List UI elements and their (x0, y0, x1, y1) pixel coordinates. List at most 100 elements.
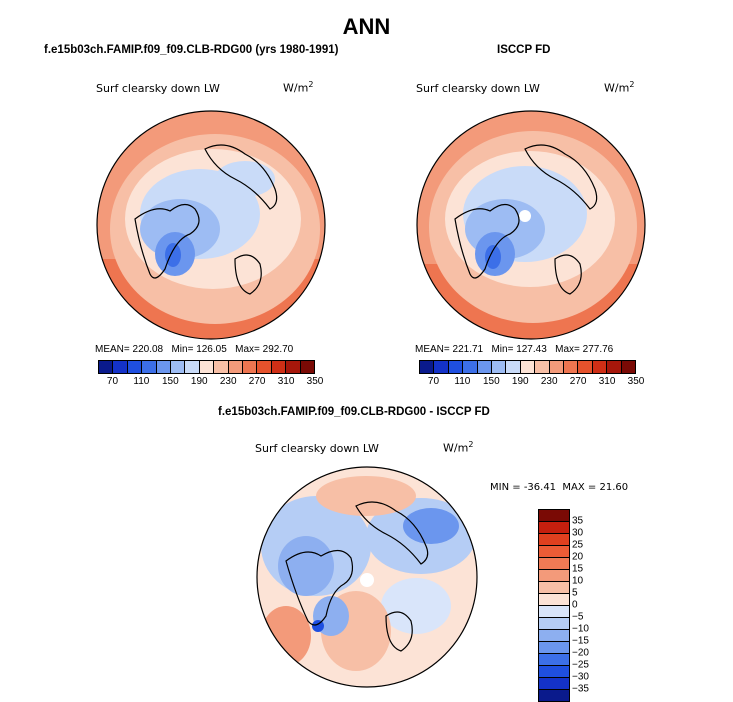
diff-colorbar-tick-label: 5 (572, 587, 578, 599)
diff-colorbar-tick-label: −20 (572, 647, 589, 659)
diff-colorbar-swatch (539, 522, 569, 534)
obs-colorbar-swatch (448, 361, 464, 373)
model-colorbar-tick-label: 350 (306, 376, 324, 387)
diff-colorbar-swatch (539, 510, 569, 522)
obs-colorbar-swatch (549, 361, 565, 373)
model-colorbar (98, 360, 315, 374)
obs-colorbar-swatch (434, 361, 449, 373)
diff-map-pacific-pos (316, 476, 416, 516)
model-map-coastline-na (134, 203, 200, 279)
obs-variable-label: Surf clearsky down LW (416, 82, 540, 95)
model-colorbar-swatch (99, 361, 114, 373)
diff-colorbar-swatch (539, 606, 569, 618)
obs-colorbar-swatch (463, 361, 478, 373)
obs-colorbar-tick-label: 110 (454, 376, 471, 387)
diff-colorbar-tick-label: 30 (572, 527, 584, 539)
diff-colorbar-swatch (539, 654, 569, 666)
obs-units-label: W/m2 (604, 80, 635, 95)
diff-colorbar-swatch (539, 666, 569, 678)
model-units-label: W/m2 (283, 80, 314, 95)
model-map-siberia-region (215, 161, 275, 197)
diff-colorbar-tick-label: −15 (572, 635, 589, 647)
model-map-border (96, 110, 326, 340)
diff-stats: MIN = -36.41 MAX = 21.60 (490, 482, 629, 493)
obs-colorbar-swatch (607, 361, 622, 373)
model-colorbar-swatch (257, 361, 272, 373)
diff-map-coastline-eurasia (355, 501, 429, 565)
model-colorbar-swatch (156, 361, 172, 373)
model-polar-map (96, 110, 326, 340)
diff-map-sw-pos (261, 606, 311, 666)
diff-map-coastline-europe (385, 611, 413, 652)
obs-colorbar-swatch (535, 361, 550, 373)
model-colorbar-swatch (142, 361, 157, 373)
model-colorbar-swatch (228, 361, 244, 373)
diff-colorbar-tick-label: −10 (572, 623, 589, 635)
model-colorbar-tick-label: 270 (248, 376, 266, 387)
obs-map-pole-hole (519, 210, 531, 222)
diff-panel-title: f.e15b03ch.FAMIP.f09_f09.CLB-RDG00 - ISC… (218, 406, 490, 418)
obs-colorbar-tick-label: 70 (427, 376, 440, 387)
model-colorbar-swatch (185, 361, 200, 373)
diff-colorbar-swatch (539, 678, 569, 690)
diff-units-label: W/m2 (443, 440, 474, 455)
obs-map-coastline-eurasia (524, 144, 598, 210)
diff-colorbar-swatch (539, 642, 569, 654)
diff-colorbar-tick-label: −5 (572, 611, 584, 623)
obs-colorbar-tick-label: 190 (511, 376, 529, 387)
model-colorbar-swatch (199, 361, 215, 373)
diff-colorbar-swatch (539, 690, 569, 701)
obs-panel-title: ISCCP FD (497, 44, 551, 56)
diff-colorbar-swatch (539, 618, 569, 630)
obs-map-border (416, 110, 646, 340)
model-colorbar-swatch (113, 361, 128, 373)
model-colorbar-tick-label: 190 (190, 376, 208, 387)
diff-colorbar-swatch (539, 630, 569, 642)
obs-stats: MEAN= 221.71 Min= 127.43 Max= 277.76 (415, 344, 614, 355)
obs-colorbar-swatch (621, 361, 636, 373)
diff-map-coastline-na (285, 549, 354, 626)
diff-map-border (256, 466, 478, 688)
obs-colorbar-swatch (492, 361, 507, 373)
model-colorbar-tick-label: 70 (106, 376, 119, 387)
diff-colorbar-tick-label: −30 (572, 671, 589, 683)
obs-colorbar-swatch (564, 361, 579, 373)
diff-colorbar-tick-label: −25 (572, 659, 589, 671)
obs-map-greenland-core (485, 245, 501, 269)
diff-colorbar-swatch (539, 570, 569, 582)
obs-colorbar (419, 360, 636, 374)
diff-colorbar-swatch (539, 594, 569, 606)
diff-colorbar-tick-label: 20 (572, 551, 584, 563)
model-colorbar-ticks: 70 110 150 190 230 270 310 350 (98, 376, 323, 390)
model-variable-label: Surf clearsky down LW (96, 82, 220, 95)
obs-colorbar-swatch (506, 361, 521, 373)
obs-colorbar-tick-label: 310 (598, 376, 616, 387)
diff-colorbar-swatch (539, 546, 569, 558)
model-colorbar-swatch (286, 361, 301, 373)
obs-colorbar-swatch (592, 361, 608, 373)
diff-map-canada-core (278, 536, 334, 596)
diff-colorbar-tick-label: 15 (572, 563, 584, 575)
model-colorbar-swatch (243, 361, 258, 373)
diff-colorbar-tick-label: 10 (572, 575, 584, 587)
obs-colorbar-swatch (420, 361, 435, 373)
obs-colorbar-tick-label: 270 (569, 376, 587, 387)
obs-polar-map (416, 110, 646, 340)
diff-map-pole-hole (360, 573, 374, 587)
obs-colorbar-tick-label: 230 (540, 376, 558, 387)
obs-colorbar-swatch (578, 361, 593, 373)
obs-colorbar-swatch (477, 361, 493, 373)
obs-colorbar-tick-label: 350 (627, 376, 645, 387)
model-colorbar-tick-label: 310 (277, 376, 295, 387)
model-colorbar-tick-label: 150 (161, 376, 179, 387)
obs-colorbar-ticks: 70 110 150 190 230 270 310 350 (419, 376, 644, 390)
model-colorbar-tick-label: 230 (219, 376, 237, 387)
model-colorbar-swatch (271, 361, 287, 373)
diff-map-europe-neg (381, 578, 451, 634)
diff-variable-label: Surf clearsky down LW (255, 442, 379, 455)
diff-colorbar-tick-label: 25 (572, 539, 584, 551)
diff-map-greenland-core (312, 620, 324, 632)
diff-colorbar-swatch (539, 558, 569, 570)
model-colorbar-swatch (214, 361, 229, 373)
diff-colorbar (538, 509, 570, 702)
